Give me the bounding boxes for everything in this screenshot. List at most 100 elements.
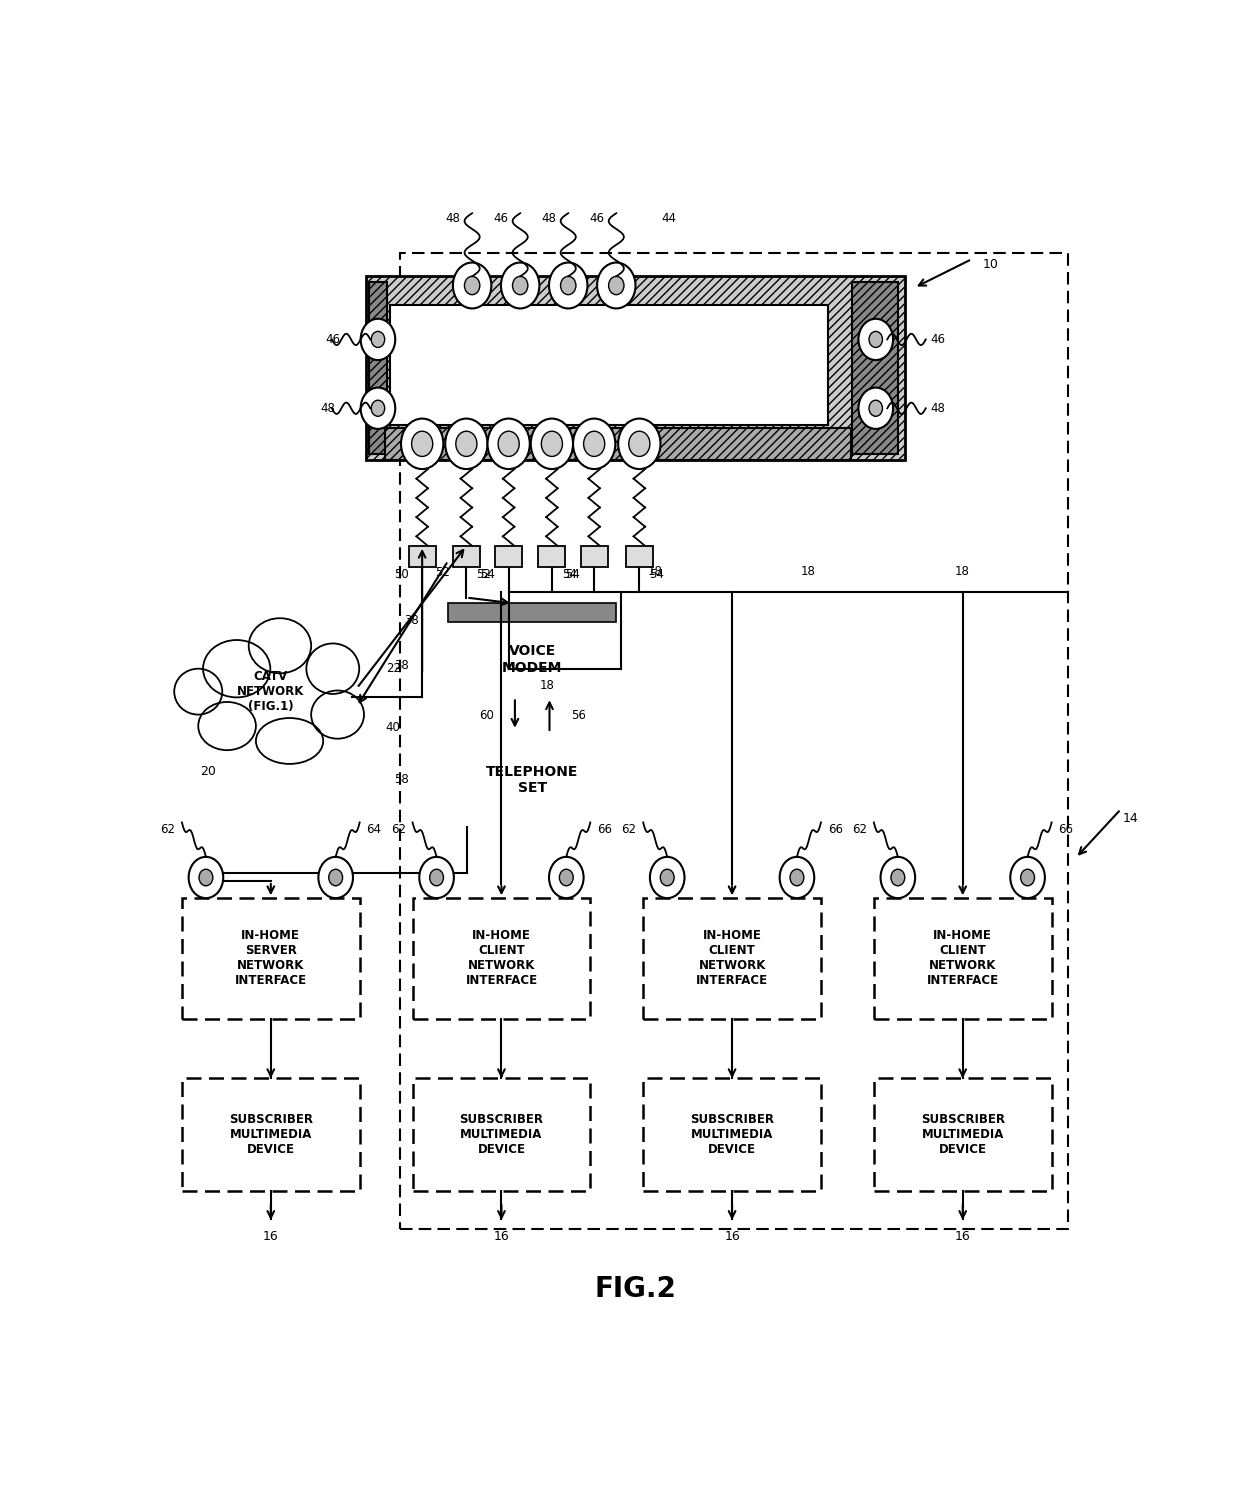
Circle shape (629, 431, 650, 456)
Circle shape (453, 262, 491, 308)
Text: SUBSCRIBER
MULTIMEDIA
DEVICE: SUBSCRIBER MULTIMEDIA DEVICE (229, 1113, 312, 1156)
Polygon shape (384, 428, 851, 460)
Polygon shape (448, 603, 616, 697)
Circle shape (498, 431, 520, 456)
Circle shape (487, 419, 529, 469)
Polygon shape (453, 545, 480, 566)
Text: IN-HOME
SERVER
NETWORK
INTERFACE: IN-HOME SERVER NETWORK INTERFACE (234, 930, 306, 988)
Text: 16: 16 (263, 1231, 279, 1243)
Text: 38: 38 (394, 659, 409, 672)
Text: 62: 62 (391, 822, 405, 836)
Polygon shape (580, 545, 608, 566)
Circle shape (501, 262, 539, 308)
Circle shape (780, 857, 815, 898)
Circle shape (858, 319, 893, 361)
Text: IN-HOME
CLIENT
NETWORK
INTERFACE: IN-HOME CLIENT NETWORK INTERFACE (926, 930, 998, 988)
Polygon shape (391, 305, 828, 426)
Text: 66: 66 (1059, 822, 1074, 836)
Circle shape (1011, 857, 1045, 898)
Text: 18: 18 (801, 565, 816, 578)
Ellipse shape (249, 618, 311, 673)
Ellipse shape (311, 690, 365, 739)
Text: 38: 38 (404, 614, 419, 627)
Polygon shape (413, 1079, 590, 1191)
Circle shape (650, 857, 684, 898)
Polygon shape (874, 898, 1052, 1019)
Polygon shape (644, 898, 821, 1019)
Polygon shape (448, 603, 616, 621)
Circle shape (445, 419, 487, 469)
Circle shape (401, 419, 444, 469)
Circle shape (890, 869, 905, 885)
Polygon shape (495, 545, 522, 566)
Text: 46: 46 (325, 332, 340, 346)
Text: 52: 52 (435, 566, 450, 578)
Text: 18: 18 (955, 565, 970, 578)
Text: 10: 10 (983, 258, 999, 271)
Circle shape (531, 419, 573, 469)
Polygon shape (401, 253, 1068, 1229)
Circle shape (329, 869, 342, 885)
Text: 40: 40 (386, 721, 401, 733)
Text: TELEPHONE
SET: TELEPHONE SET (486, 764, 578, 796)
Circle shape (549, 857, 584, 898)
Text: 18: 18 (647, 565, 662, 578)
Text: 22: 22 (386, 662, 401, 675)
Text: VOICE
MODEM: VOICE MODEM (502, 644, 563, 675)
Text: IN-HOME
CLIENT
NETWORK
INTERFACE: IN-HOME CLIENT NETWORK INTERFACE (465, 930, 537, 988)
Circle shape (549, 262, 588, 308)
Circle shape (584, 431, 605, 456)
Circle shape (198, 869, 213, 885)
Circle shape (660, 869, 675, 885)
Text: CATV
NETWORK
(FIG.1): CATV NETWORK (FIG.1) (237, 670, 304, 714)
Circle shape (465, 276, 480, 295)
Circle shape (619, 419, 661, 469)
Circle shape (361, 387, 396, 429)
Text: SUBSCRIBER
MULTIMEDIA
DEVICE: SUBSCRIBER MULTIMEDIA DEVICE (460, 1113, 543, 1156)
Text: 54: 54 (565, 568, 580, 581)
Text: 20: 20 (200, 766, 216, 778)
Text: 62: 62 (621, 822, 636, 836)
Polygon shape (852, 282, 898, 454)
Circle shape (371, 331, 384, 347)
Ellipse shape (306, 644, 360, 694)
Circle shape (573, 419, 615, 469)
Text: 48: 48 (542, 213, 557, 225)
Ellipse shape (255, 718, 324, 764)
Text: 48: 48 (321, 402, 335, 414)
Circle shape (858, 387, 893, 429)
Polygon shape (182, 898, 360, 1019)
Polygon shape (182, 1079, 360, 1191)
Text: SUBSCRIBER
MULTIMEDIA
DEVICE: SUBSCRIBER MULTIMEDIA DEVICE (691, 1113, 774, 1156)
Text: 50: 50 (393, 568, 408, 581)
Text: 16: 16 (955, 1231, 971, 1243)
Ellipse shape (203, 641, 270, 697)
Circle shape (560, 276, 575, 295)
Polygon shape (439, 733, 626, 827)
Text: 18: 18 (539, 679, 554, 693)
Circle shape (319, 857, 353, 898)
Text: FIG.2: FIG.2 (594, 1275, 677, 1304)
Ellipse shape (198, 702, 255, 749)
Text: 62: 62 (160, 822, 175, 836)
Polygon shape (370, 282, 387, 454)
Polygon shape (409, 545, 435, 566)
Circle shape (419, 857, 454, 898)
Circle shape (869, 331, 883, 347)
Text: 16: 16 (494, 1231, 510, 1243)
Circle shape (456, 431, 477, 456)
Text: 58: 58 (394, 773, 409, 787)
Text: 52: 52 (476, 568, 491, 581)
Text: 54: 54 (650, 568, 665, 581)
Text: 64: 64 (367, 822, 382, 836)
Polygon shape (626, 545, 652, 566)
Text: 60: 60 (479, 709, 494, 721)
Circle shape (869, 401, 883, 416)
Circle shape (412, 431, 433, 456)
Text: SUBSCRIBER
MULTIMEDIA
DEVICE: SUBSCRIBER MULTIMEDIA DEVICE (921, 1113, 1004, 1156)
Circle shape (609, 276, 624, 295)
Circle shape (361, 319, 396, 361)
Circle shape (512, 276, 528, 295)
Text: 48: 48 (445, 213, 460, 225)
Circle shape (880, 857, 915, 898)
